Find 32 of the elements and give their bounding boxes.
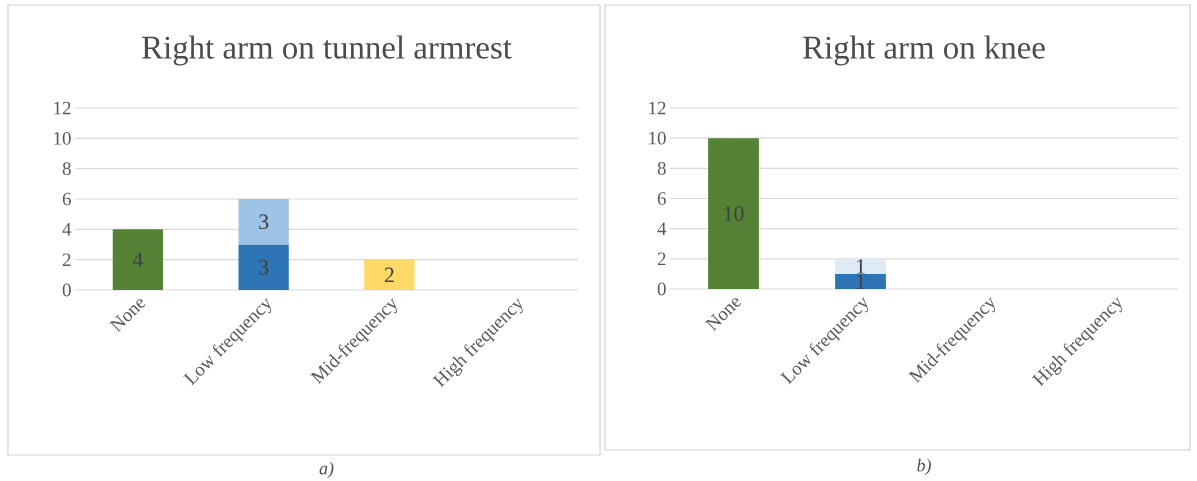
bar [238, 198, 289, 245]
y-tick-label: 2 [62, 253, 71, 266]
y-tick-label: 0 [657, 282, 666, 296]
y-tick-label: 0 [62, 283, 71, 297]
y-tick-label: 8 [657, 161, 666, 175]
data-label: 10 [724, 206, 744, 221]
y-tick-label: 6 [657, 192, 666, 205]
bar [835, 258, 886, 274]
y-tick-label: 12 [54, 101, 71, 115]
text: b) [917, 458, 931, 476]
data-label: 3 [259, 259, 269, 275]
y-tick-label: 2 [657, 252, 666, 266]
y-tick-label: 10 [649, 131, 666, 145]
data-label: 2 [384, 267, 394, 283]
text: a) [319, 461, 334, 479]
y-tick-label: 12 [649, 101, 666, 115]
bar [835, 273, 886, 289]
chart-title: Right arm on tunnel armrest [142, 35, 512, 66]
y-tick-label: 8 [62, 162, 71, 176]
y-tick-label: 6 [62, 192, 71, 206]
data-label: 4 [132, 252, 144, 267]
bar [708, 138, 759, 289]
bar [112, 229, 164, 290]
y-tick-label: 4 [62, 223, 72, 236]
bar [238, 244, 289, 290]
data-label: 3 [259, 214, 269, 230]
data-label: 1 [856, 274, 865, 289]
data-label: 1 [856, 259, 865, 274]
bar [364, 259, 415, 290]
y-tick-label: 10 [54, 131, 71, 145]
chart-title: Right arm on knee [803, 35, 1045, 66]
y-tick-label: 4 [657, 222, 667, 235]
